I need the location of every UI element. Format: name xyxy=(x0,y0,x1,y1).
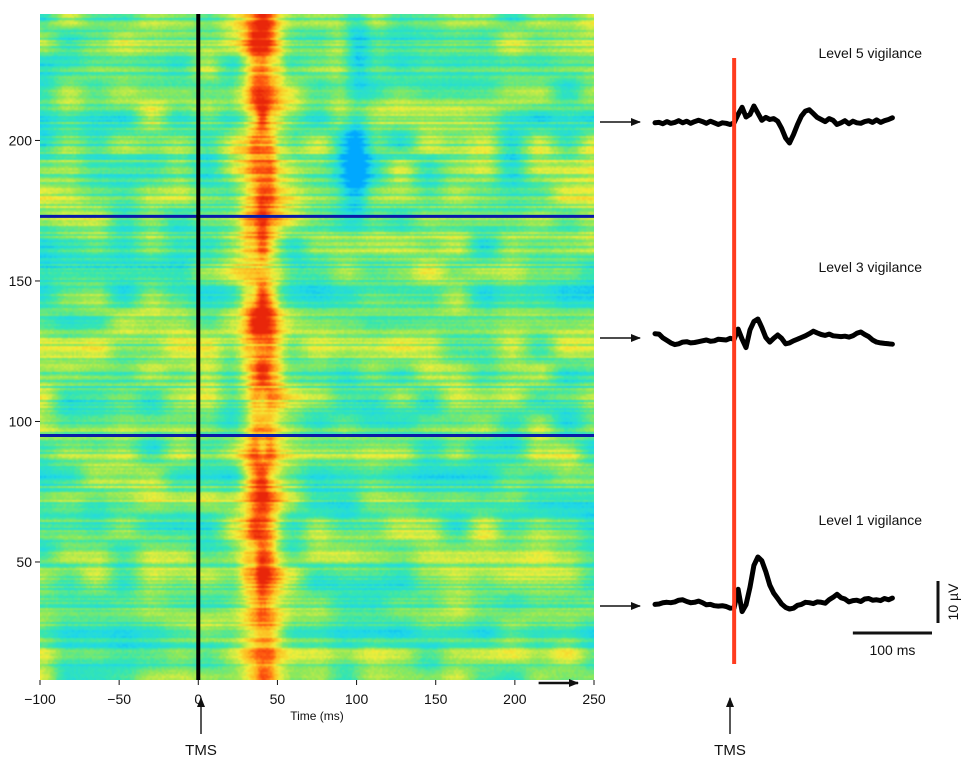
label-level5: Level 5 vigilance xyxy=(818,45,922,61)
label-level1: Level 1 vigilance xyxy=(818,512,922,528)
waveform-panel: Level 5 vigilance Level 3 vigilance Leve… xyxy=(652,45,961,759)
x-tick-label: 200 xyxy=(503,691,527,707)
waveform-traces xyxy=(652,103,895,615)
waveform-trace-2 xyxy=(652,316,895,351)
tms-marker-left: TMS xyxy=(185,697,217,759)
tms-marker-right: TMS xyxy=(714,697,746,759)
x-tick-label: 50 xyxy=(270,691,286,707)
label-level3: Level 3 vigilance xyxy=(818,259,922,275)
x-tick-label: −50 xyxy=(107,691,131,707)
scale-bar-time-label: 100 ms xyxy=(869,642,915,658)
heatmap-raster xyxy=(40,14,594,680)
x-tick-label: 250 xyxy=(582,691,606,707)
waveform-trace-3 xyxy=(652,554,895,615)
y-tick-label: 150 xyxy=(9,273,33,289)
y-tick-label: 200 xyxy=(9,132,33,148)
y-tick-label: 50 xyxy=(16,554,32,570)
connector-arrows xyxy=(600,118,641,610)
scale-bar: 10 µV 100 ms xyxy=(852,581,961,658)
x-tick-label: 100 xyxy=(345,691,369,707)
x-tick-label: −100 xyxy=(24,691,56,707)
y-tick-label: 100 xyxy=(9,413,33,429)
tms-label-left: TMS xyxy=(185,742,217,759)
tms-label-right: TMS xyxy=(714,742,746,759)
waveform-trace-1 xyxy=(652,103,895,146)
heatmap-overlay-lines xyxy=(40,14,594,680)
x-axis-title: Time (ms) xyxy=(290,709,344,723)
x-tick-label: 150 xyxy=(424,691,448,707)
scale-bar-amplitude-label: 10 µV xyxy=(945,583,961,621)
